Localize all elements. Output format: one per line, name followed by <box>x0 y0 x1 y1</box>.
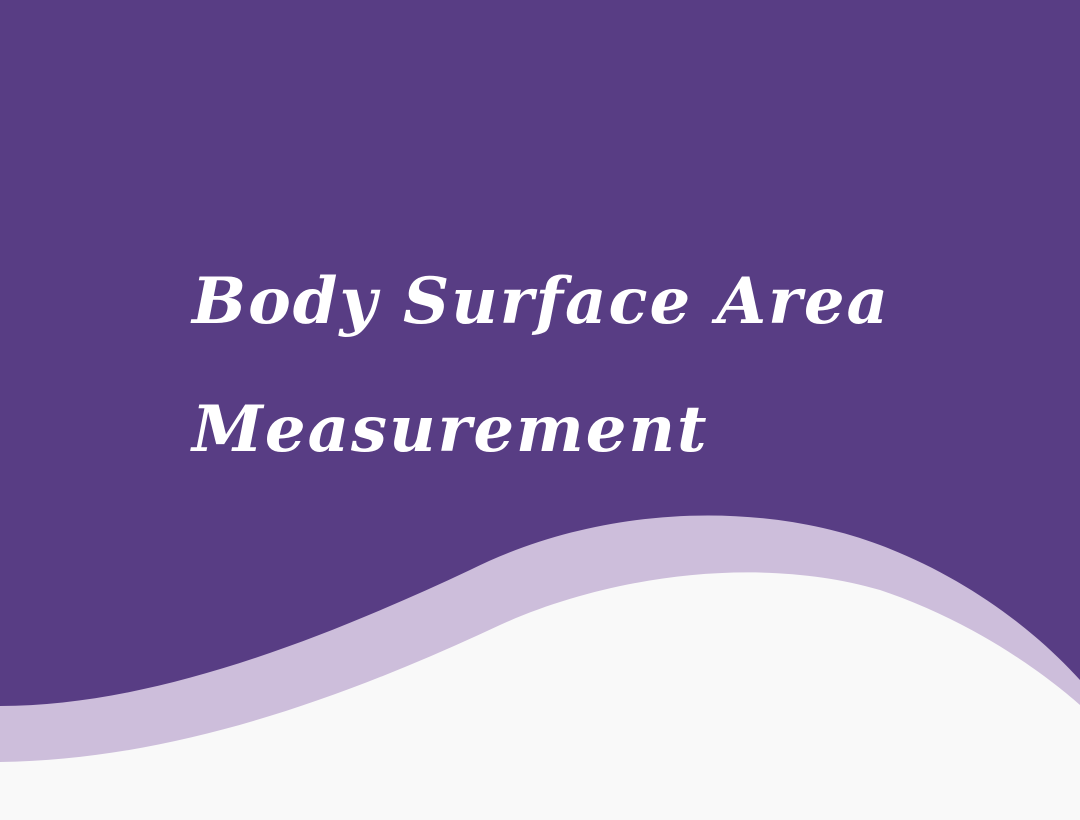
page-title: Body Surface Area Measurement <box>192 238 1012 494</box>
title-line-1: Body Surface Area <box>192 264 890 339</box>
title-line-2: Measurement <box>192 392 709 467</box>
white-wave-fill <box>0 572 1080 820</box>
